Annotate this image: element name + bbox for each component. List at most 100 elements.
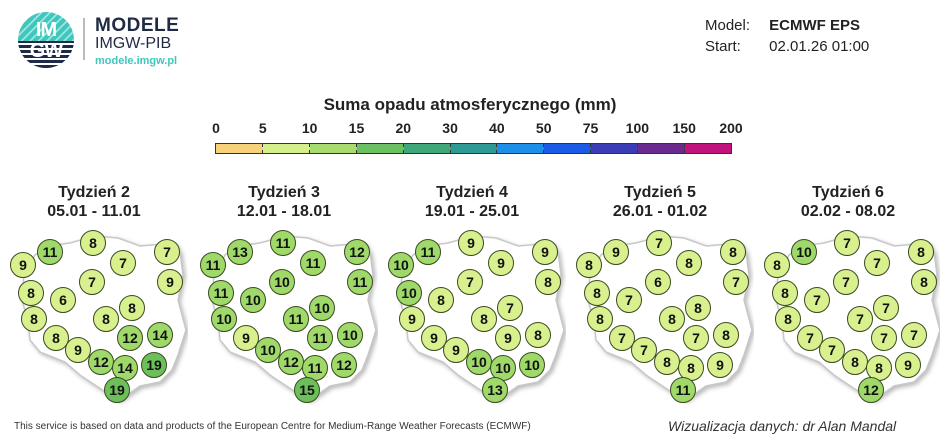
week-title: Tydzień 5 26.01 - 01.02 <box>566 183 754 221</box>
brand-url[interactable]: modele.imgw.pl <box>95 55 178 67</box>
precip-value-marker: 11 <box>415 239 441 265</box>
precip-value-marker: 7 <box>847 306 873 332</box>
precip-value-marker: 10 <box>240 287 266 313</box>
legend-color-segment <box>638 144 686 153</box>
week-panel: Tydzień 5 26.01 - 01.02 9 7 8 8 8 7 8 6 7 8 8 8 7 8 7 7 8 8… <box>566 0 754 436</box>
legend-tick: 0 <box>212 120 220 136</box>
precip-value-marker: 8 <box>654 349 680 375</box>
precip-value-marker: 9 <box>532 239 558 265</box>
precip-value-marker: 11 <box>270 230 296 256</box>
precip-value-marker: 11 <box>302 355 328 381</box>
precip-value-marker: 7 <box>901 322 927 348</box>
precip-value-marker: 8 <box>428 287 454 313</box>
model-info: Model: ECMWF EPS <box>705 17 860 34</box>
precip-value-marker: 11 <box>307 325 333 351</box>
legend-color-segment <box>544 144 592 153</box>
week-label: Tydzień 4 <box>436 184 508 201</box>
precip-value-marker: 10 <box>211 306 237 332</box>
precip-value-marker: 7 <box>154 239 180 265</box>
precip-value-marker: 7 <box>834 230 860 256</box>
legend-tick: 100 <box>625 120 650 136</box>
legend-tick: 75 <box>582 120 599 136</box>
precip-value-marker: 9 <box>895 352 921 378</box>
brand-title: MODELE <box>95 15 180 36</box>
precip-value-marker: 13 <box>227 239 253 265</box>
precip-value-marker: 7 <box>631 337 657 363</box>
legend-tick: 30 <box>442 120 458 136</box>
precip-value-marker: 7 <box>110 250 136 276</box>
precip-value-marker: 6 <box>645 269 671 295</box>
precip-value-marker: 7 <box>819 337 845 363</box>
precip-value-marker: 7 <box>723 269 749 295</box>
brand-subtitle: IMGW-PIB <box>95 35 172 52</box>
precip-value-marker: 8 <box>93 306 119 332</box>
precip-value-marker: 7 <box>497 295 523 321</box>
week-panel: Tydzień 2 05.01 - 11.01 11 8 7 9 7 9 8 7 6 8 8 8 12 14 8… <box>0 0 188 436</box>
week-label: Tydzień 2 <box>58 184 130 201</box>
precip-value-marker: 8 <box>911 269 937 295</box>
legend-tick: 50 <box>535 120 552 136</box>
precip-value-marker: 8 <box>43 325 69 351</box>
precip-value-marker: 7 <box>873 295 899 321</box>
precip-value-marker: 8 <box>80 230 106 256</box>
legend-color-segment <box>356 144 404 153</box>
logo-text-bottom: GW <box>29 40 63 62</box>
source-note: This service is based on data and produc… <box>14 421 531 432</box>
precip-value-marker: 8 <box>576 252 602 278</box>
precip-value-marker: 11 <box>300 250 326 276</box>
start-label: Start: <box>705 38 741 55</box>
precip-value-marker: 8 <box>713 322 739 348</box>
precip-value-marker: 8 <box>866 355 892 381</box>
legend-tick: 20 <box>395 120 412 136</box>
precip-value-marker: 8 <box>685 295 711 321</box>
precip-value-marker: 10 <box>255 337 281 363</box>
precip-value-marker: 7 <box>646 230 672 256</box>
precip-value-marker: 11 <box>200 252 226 278</box>
precip-value-marker: 9 <box>399 306 425 332</box>
week-dates: 12.01 - 18.01 <box>236 203 332 220</box>
precip-value-marker: 12 <box>117 325 143 351</box>
precip-value-marker: 10 <box>388 252 414 278</box>
start-info: Start: 02.01.26 01:00 <box>705 38 869 55</box>
legend-color-segment <box>685 144 731 153</box>
credit-note: Wizualizacja danych: dr Alan Mandal <box>668 418 897 434</box>
week-label: Tydzień 6 <box>812 184 884 201</box>
precip-value-marker: 9 <box>10 252 36 278</box>
precip-value-marker: 8 <box>775 306 801 332</box>
precip-value-marker: 7 <box>616 287 642 313</box>
precip-value-marker: 8 <box>678 355 704 381</box>
logo-divider <box>83 18 85 60</box>
precip-value-marker: 9 <box>443 337 469 363</box>
week-dates: 02.02 - 08.02 <box>800 203 896 220</box>
precip-value-marker: 14 <box>112 355 138 381</box>
precip-value-marker: 12 <box>858 377 884 403</box>
legend-color-segment <box>309 144 357 153</box>
precip-value-marker: 10 <box>337 322 363 348</box>
precip-value-marker: 13 <box>482 377 508 403</box>
precip-value-marker: 8 <box>772 280 798 306</box>
legend-ticks: 0 5 10 15 20 30 40 50 75 100 150 200 <box>0 120 940 140</box>
precip-value-marker: 12 <box>278 349 304 375</box>
precip-value-marker: 8 <box>119 295 145 321</box>
precip-value-marker: 9 <box>421 325 447 351</box>
precip-value-marker: 8 <box>18 280 44 306</box>
precip-value-marker: 12 <box>331 352 357 378</box>
legend-color-segment <box>450 144 498 153</box>
precip-value-marker: 6 <box>50 287 76 313</box>
precip-value-marker: 7 <box>79 269 105 295</box>
legend-color-segment <box>591 144 639 153</box>
precip-value-marker: 8 <box>764 252 790 278</box>
week-title: Tydzień 2 05.01 - 11.01 <box>0 183 188 221</box>
precip-value-marker: 10 <box>519 352 545 378</box>
week-title: Tydzień 3 12.01 - 18.01 <box>190 183 378 221</box>
legend-tick: 40 <box>489 120 505 136</box>
precip-value-marker: 10 <box>490 355 516 381</box>
precip-value-marker: 7 <box>804 287 830 313</box>
logo-stripes <box>18 41 74 68</box>
legend-tick: 5 <box>258 120 267 136</box>
legend-colorbar <box>215 143 732 154</box>
week-panel: Tydzień 3 12.01 - 18.01 13 11 12 11 11 11 11 10 10… <box>190 0 378 436</box>
precip-value-marker: 10 <box>466 349 492 375</box>
precip-value-marker: 9 <box>157 269 183 295</box>
precip-value-marker: 19 <box>104 377 130 403</box>
